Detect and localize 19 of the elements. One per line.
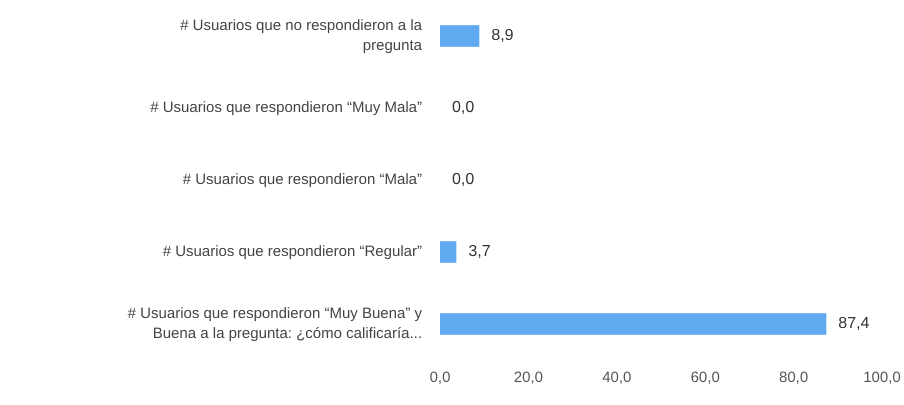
y-tick-label: # Usuarios que respondieron “Mala” — [182, 170, 422, 188]
x-tick-label: 40,0 — [602, 369, 632, 386]
y-tick-label: # Usuarios que no respondieron a la pregunta — [180, 16, 423, 54]
bar — [440, 241, 456, 263]
data-label: 0,0 — [452, 99, 474, 116]
data-label: 87,4 — [838, 315, 870, 332]
data-label: 8,9 — [491, 27, 514, 44]
x-tick-label: 100,0 — [863, 369, 901, 386]
data-label: 3,7 — [468, 243, 491, 260]
x-tick-label: 20,0 — [514, 369, 543, 386]
x-tick-label: 80,0 — [779, 369, 808, 386]
x-tick-label: 0,0 — [430, 369, 450, 386]
y-tick-label: # Usuarios que respondieron “Regular” — [162, 242, 422, 260]
bar — [440, 25, 480, 47]
x-tick-label: 60,0 — [690, 369, 720, 386]
bar — [440, 313, 826, 335]
y-tick-label: # Usuarios que respondieron “Muy Buena” y Buena a la pregunta: ¿cómo calificaría... — [128, 304, 422, 342]
y-tick-label: # Usuarios que respondieron “Muy Mala” — [150, 98, 422, 116]
data-label: 0,0 — [452, 171, 474, 188]
